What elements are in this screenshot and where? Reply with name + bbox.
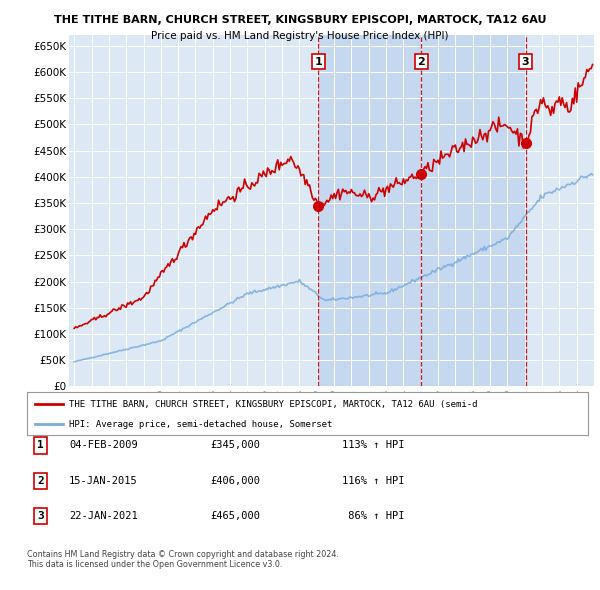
Text: £406,000: £406,000 bbox=[210, 476, 260, 486]
Text: 86% ↑ HPI: 86% ↑ HPI bbox=[342, 512, 404, 521]
Text: 3: 3 bbox=[37, 512, 44, 521]
Text: HPI: Average price, semi-detached house, Somerset: HPI: Average price, semi-detached house,… bbox=[69, 419, 332, 429]
Bar bbox=[318, 35, 526, 386]
Text: 04-FEB-2009: 04-FEB-2009 bbox=[69, 441, 138, 450]
Text: £345,000: £345,000 bbox=[210, 441, 260, 450]
Text: 2: 2 bbox=[37, 476, 44, 486]
Text: 2: 2 bbox=[418, 57, 425, 67]
Text: £465,000: £465,000 bbox=[210, 512, 260, 521]
Text: 15-JAN-2015: 15-JAN-2015 bbox=[69, 476, 138, 486]
Text: 116% ↑ HPI: 116% ↑ HPI bbox=[342, 476, 404, 486]
Text: 22-JAN-2021: 22-JAN-2021 bbox=[69, 512, 138, 521]
Text: THE TITHE BARN, CHURCH STREET, KINGSBURY EPISCOPI, MARTOCK, TA12 6AU: THE TITHE BARN, CHURCH STREET, KINGSBURY… bbox=[54, 15, 546, 25]
Text: THE TITHE BARN, CHURCH STREET, KINGSBURY EPISCOPI, MARTOCK, TA12 6AU (semi-d: THE TITHE BARN, CHURCH STREET, KINGSBURY… bbox=[69, 400, 478, 409]
Text: 3: 3 bbox=[522, 57, 529, 67]
Text: 1: 1 bbox=[37, 441, 44, 450]
Text: 113% ↑ HPI: 113% ↑ HPI bbox=[342, 441, 404, 450]
Text: Price paid vs. HM Land Registry's House Price Index (HPI): Price paid vs. HM Land Registry's House … bbox=[151, 31, 449, 41]
Text: 1: 1 bbox=[314, 57, 322, 67]
Text: Contains HM Land Registry data © Crown copyright and database right 2024.
This d: Contains HM Land Registry data © Crown c… bbox=[27, 550, 339, 569]
